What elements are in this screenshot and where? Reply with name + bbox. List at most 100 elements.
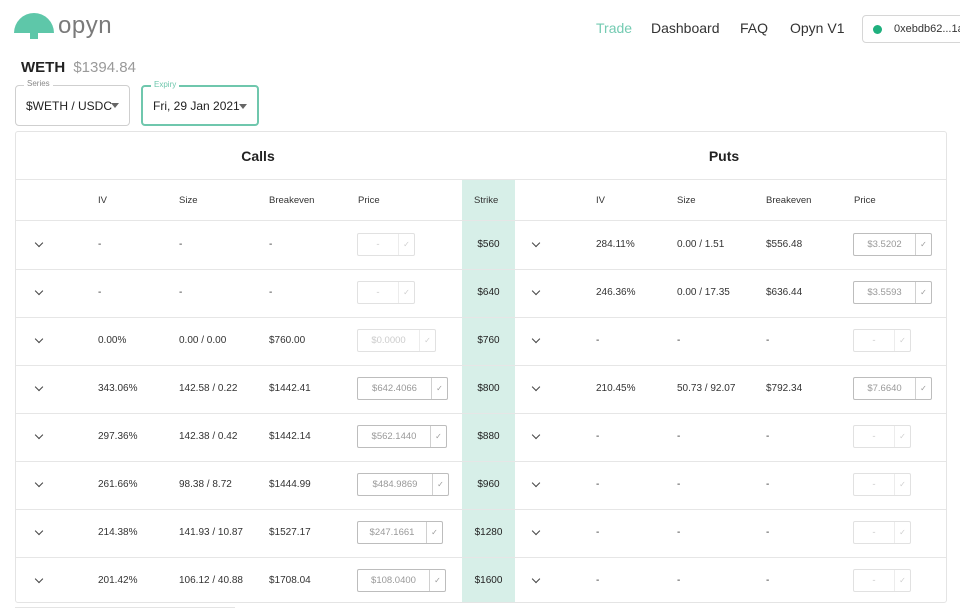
nav-faq[interactable]: FAQ <box>740 20 769 36</box>
strike-value: $760 <box>477 335 500 346</box>
put-price-input[interactable]: $3.5593 ✓ <box>853 281 932 304</box>
put-price-input[interactable]: $3.5202 ✓ <box>853 233 932 256</box>
call-price-input[interactable]: - ✓ <box>357 233 415 256</box>
asset-header: WETH $1394.84 <box>21 59 136 76</box>
put-breakeven: $792.34 <box>766 383 803 394</box>
put-size: - <box>677 479 681 490</box>
call-price-input[interactable]: $484.9869 ✓ <box>357 473 449 496</box>
put-size: - <box>677 335 681 346</box>
call-size: 141.93 / 10.87 <box>179 527 243 538</box>
chevron-down-icon[interactable] <box>34 575 46 587</box>
chevron-down-icon[interactable] <box>531 431 543 443</box>
call-price-input[interactable]: $0.0000 ✓ <box>357 329 436 352</box>
check-icon[interactable]: ✓ <box>419 330 435 351</box>
puts-header-iv: IV <box>596 195 605 206</box>
call-iv: 0.00% <box>98 335 127 346</box>
put-price-input[interactable]: - ✓ <box>853 473 911 496</box>
call-price-input[interactable]: $562.1440 ✓ <box>357 425 447 448</box>
chevron-down-icon[interactable] <box>34 527 46 539</box>
wallet-address: 0xebdb62...1a <box>894 23 960 35</box>
put-iv: 246.36% <box>596 287 636 298</box>
strike-value: $560 <box>477 239 500 250</box>
chevron-down-icon[interactable] <box>34 383 46 395</box>
put-iv: 284.11% <box>596 239 635 250</box>
check-icon[interactable]: ✓ <box>426 522 442 543</box>
chevron-down-icon[interactable] <box>531 575 543 587</box>
chevron-down-icon[interactable] <box>531 527 543 539</box>
call-price-value: $0.0000 <box>371 335 406 346</box>
puts-header-breakeven: Breakeven <box>766 195 812 206</box>
call-size: 98.38 / 8.72 <box>179 479 232 490</box>
asset-symbol: WETH <box>21 59 66 76</box>
check-icon[interactable]: ✓ <box>894 426 910 447</box>
option-row: 343.06% 142.58 / 0.22 $1442.41 $642.4066 ✓ $8… <box>16 365 946 413</box>
check-icon[interactable]: ✓ <box>429 570 445 591</box>
check-icon[interactable]: ✓ <box>894 570 910 591</box>
chevron-down-icon[interactable] <box>34 287 46 299</box>
call-breakeven: $1442.41 <box>269 383 311 394</box>
brand-logo[interactable]: opyn <box>14 12 112 40</box>
chevron-down-icon[interactable] <box>34 431 46 443</box>
put-price-input[interactable]: - ✓ <box>853 329 911 352</box>
series-select[interactable]: Series $WETH / USDC <box>15 79 130 126</box>
call-price-input[interactable]: $642.4066 ✓ <box>357 377 448 400</box>
call-iv: 297.36% <box>98 431 138 442</box>
expiry-select[interactable]: Expiry Fri, 29 Jan 2021 <box>141 80 259 126</box>
call-price-value: $108.0400 <box>371 575 416 586</box>
call-iv: 343.06% <box>98 383 138 394</box>
put-price-input[interactable]: - ✓ <box>853 569 911 592</box>
put-size: 50.73 / 92.07 <box>677 383 736 394</box>
chevron-down-icon[interactable] <box>34 479 46 491</box>
call-price-value: $247.1661 <box>369 527 415 538</box>
chevron-down-icon[interactable] <box>531 335 543 347</box>
check-icon[interactable]: ✓ <box>915 378 931 399</box>
check-icon[interactable]: ✓ <box>894 330 910 351</box>
put-size: 0.00 / 17.35 <box>677 287 730 298</box>
option-row: 201.42% 106.12 / 40.88 $1708.04 $108.0400 ✓ $… <box>16 557 946 602</box>
check-icon[interactable]: ✓ <box>398 234 414 255</box>
puts-header-price: Price <box>854 195 876 206</box>
nav-dashboard[interactable]: Dashboard <box>651 20 720 36</box>
call-price-input[interactable]: $247.1661 ✓ <box>357 521 443 544</box>
chevron-down-icon[interactable] <box>34 239 46 251</box>
check-icon[interactable]: ✓ <box>915 234 931 255</box>
put-breakeven: - <box>766 335 770 346</box>
call-iv: - <box>98 287 102 298</box>
check-icon[interactable]: ✓ <box>894 522 910 543</box>
caret-down-icon <box>239 104 247 109</box>
top-bar: opyn Trade Dashboard FAQ Opyn V1 0xebdb6… <box>0 0 960 56</box>
chevron-down-icon[interactable] <box>531 287 543 299</box>
call-price-value: - <box>376 239 380 250</box>
chevron-down-icon[interactable] <box>531 479 543 491</box>
option-row: 261.66% 98.38 / 8.72 $1444.99 $484.9869 ✓ $96… <box>16 461 946 509</box>
check-icon[interactable]: ✓ <box>432 474 448 495</box>
check-icon[interactable]: ✓ <box>431 378 447 399</box>
call-size: 0.00 / 0.00 <box>179 335 227 346</box>
put-price-input[interactable]: - ✓ <box>853 425 911 448</box>
chevron-down-icon[interactable] <box>531 383 543 395</box>
check-icon[interactable]: ✓ <box>915 282 931 303</box>
call-price-input[interactable]: $108.0400 ✓ <box>357 569 446 592</box>
check-icon[interactable]: ✓ <box>398 282 414 303</box>
wallet-button[interactable]: 0xebdb62...1a <box>862 15 960 43</box>
nav-trade[interactable]: Trade <box>596 20 633 36</box>
call-price-input[interactable]: - ✓ <box>357 281 415 304</box>
check-icon[interactable]: ✓ <box>430 426 446 447</box>
put-price-input[interactable]: $7.6640 ✓ <box>853 377 932 400</box>
put-iv: - <box>596 431 600 442</box>
option-row: - - - - ✓ $640 246.36% 0.00 / 17.35 $636.44 $3.55… <box>16 269 946 317</box>
chevron-down-icon[interactable] <box>34 335 46 347</box>
put-iv: - <box>596 335 600 346</box>
nav-opyn-v1[interactable]: Opyn V1 <box>790 20 845 36</box>
put-breakeven: - <box>766 479 770 490</box>
put-breakeven: $636.44 <box>766 287 803 298</box>
chevron-down-icon[interactable] <box>531 239 543 251</box>
check-icon[interactable]: ✓ <box>894 474 910 495</box>
call-price-value: - <box>376 287 380 298</box>
call-breakeven: - <box>269 239 273 250</box>
asset-price: $1394.84 <box>73 59 136 76</box>
calls-title: Calls <box>241 148 275 164</box>
put-price-input[interactable]: - ✓ <box>853 521 911 544</box>
call-breakeven: $1527.17 <box>269 527 311 538</box>
calls-header-size: Size <box>179 195 198 206</box>
